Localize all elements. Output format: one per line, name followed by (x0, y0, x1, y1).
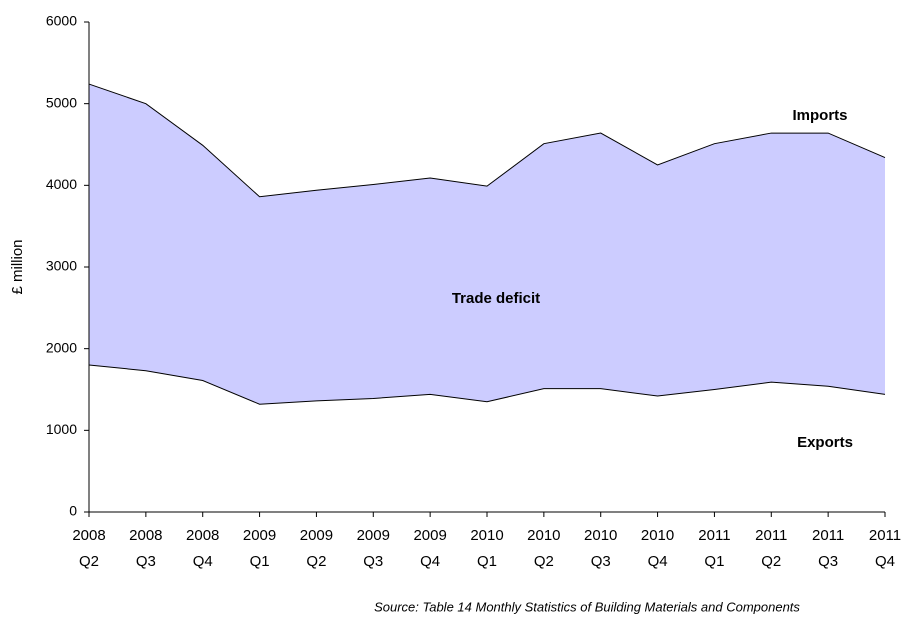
x-tick-label: 2009 (243, 527, 276, 544)
x-tick-label: 2009 (413, 527, 446, 544)
x-tick-label: Q2 (306, 553, 326, 570)
deficit-area (89, 84, 885, 405)
x-tick-label: 2010 (527, 527, 560, 544)
x-tick-label: 2008 (186, 527, 219, 544)
y-axis-label: £ million (9, 239, 26, 294)
series-line (88, 364, 886, 405)
x-tick-label: 2011 (812, 527, 844, 544)
y-tick-label: 0 (69, 503, 77, 519)
x-tick-label: 2008 (72, 527, 105, 544)
x-tick-label: Q4 (193, 553, 213, 570)
source-note: Source: Table 14 Monthly Statistics of B… (374, 599, 800, 614)
x-tick-label: 2010 (470, 527, 503, 544)
series-line (88, 83, 886, 198)
y-tick-label: 2000 (46, 339, 77, 355)
x-tick-label: 2011 (698, 527, 730, 544)
exports-label: Exports (797, 434, 853, 451)
y-tick-label: 4000 (46, 176, 77, 192)
x-tick-label: Q4 (875, 553, 895, 570)
x-tick-label: Q2 (761, 553, 781, 570)
y-tick-label: 5000 (46, 94, 77, 110)
x-tick-label: Q2 (534, 553, 554, 570)
y-tick-label: 3000 (46, 258, 77, 274)
imports-label: Imports (792, 107, 847, 124)
y-tick-label: 1000 (46, 421, 77, 437)
x-tick-label: Q3 (591, 553, 611, 570)
x-tick-label: Q3 (363, 553, 383, 570)
x-tick-label: 2008 (129, 527, 162, 544)
x-tick-label: 2011 (755, 527, 787, 544)
x-tick-label: Q1 (477, 553, 497, 570)
x-tick-label: Q4 (648, 553, 668, 570)
x-tick-label: 2009 (357, 527, 390, 544)
area-label: Trade deficit (452, 290, 540, 307)
x-tick-label: 2010 (641, 527, 674, 544)
y-tick-label: 6000 (46, 13, 77, 29)
x-tick-label: Q1 (250, 553, 270, 570)
x-tick-label: 2010 (584, 527, 617, 544)
x-tick-label: Q4 (420, 553, 440, 570)
x-tick-label: 2009 (300, 527, 333, 544)
x-tick-label: Q1 (704, 553, 724, 570)
x-tick-label: Q3 (136, 553, 156, 570)
x-tick-label: Q2 (79, 553, 99, 570)
x-tick-label: Q3 (818, 553, 838, 570)
x-tick-label: 2011 (869, 527, 901, 544)
